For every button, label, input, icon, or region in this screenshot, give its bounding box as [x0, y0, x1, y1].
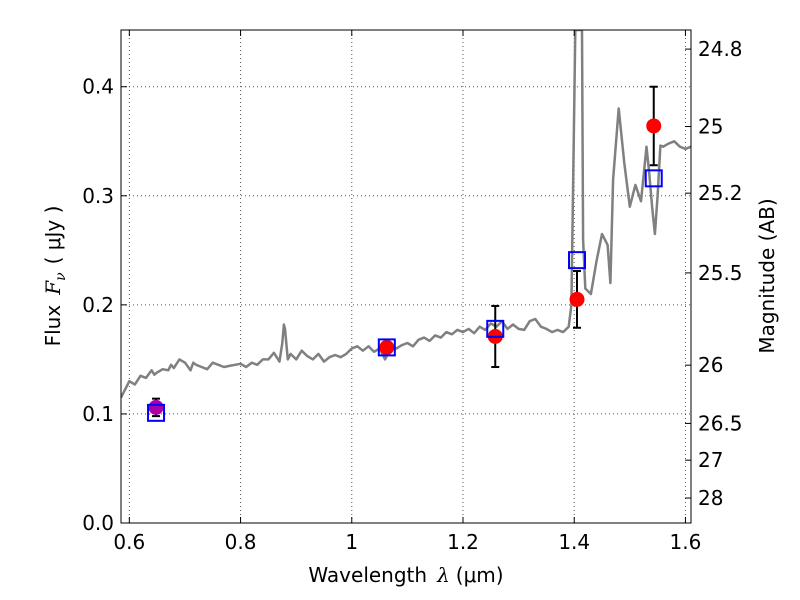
y-tick-label: 0.4	[82, 75, 114, 99]
right-tick-label: 25	[698, 115, 723, 139]
x-tick-label: 1	[345, 530, 358, 554]
model-square	[486, 319, 505, 338]
y-axis-title-symbol: F	[41, 280, 65, 296]
grid	[121, 30, 691, 524]
model-square	[568, 251, 586, 270]
y-axis-title: Flux Fν ( μJy )	[41, 206, 69, 347]
model-square	[644, 169, 663, 188]
x-tick-label: 1.2	[447, 530, 479, 554]
x-axis-title-symbol: λ	[436, 563, 450, 587]
model-square	[377, 338, 396, 357]
observed-point	[569, 291, 585, 307]
y-axis-title-subscript: ν	[53, 272, 69, 281]
x-axis-title: Wavelength λ (μm)	[308, 563, 503, 587]
y-tick-label: 0.3	[82, 184, 114, 208]
observed-point	[148, 399, 164, 415]
y-axis-title-unit: ( μJy )	[41, 206, 65, 265]
x-tick-label: 0.8	[225, 530, 257, 554]
x-axis-title-unit: (μm)	[456, 563, 504, 587]
y-axis-right-title: Magnitude (AB)	[755, 198, 779, 353]
axis-ticks: 0.6 0.8 1 1.2 1.4 1.6 0.0 0.1 0.2 0.3 0.4 24.8 25 25.…	[82, 30, 743, 554]
y-tick-label: 0.2	[82, 293, 114, 317]
x-tick-label: 1.4	[558, 530, 590, 554]
observed-point	[646, 118, 662, 134]
observed-point	[379, 339, 395, 355]
right-tick-label: 28	[698, 486, 723, 510]
y-tick-label: 0.1	[82, 402, 114, 426]
right-tick-label: 26	[698, 353, 723, 377]
model-spectrum-line	[121, 30, 691, 399]
right-tick-label: 27	[698, 448, 723, 472]
right-tick-label: 25.5	[698, 261, 743, 285]
plot-area	[121, 30, 691, 422]
x-axis-title-prefix: Wavelength	[308, 563, 427, 587]
x-tick-label: 1.6	[670, 530, 702, 554]
right-tick-label: 25.2	[698, 181, 743, 205]
y-tick-label: 0.0	[82, 511, 114, 535]
model-square	[147, 403, 166, 422]
y-axis-title-prefix: Flux	[41, 305, 65, 347]
right-tick-label: 24.8	[698, 37, 743, 61]
plot-frame	[120, 29, 692, 524]
right-tick-label: 26.5	[698, 411, 743, 435]
x-tick-label: 0.6	[113, 530, 145, 554]
